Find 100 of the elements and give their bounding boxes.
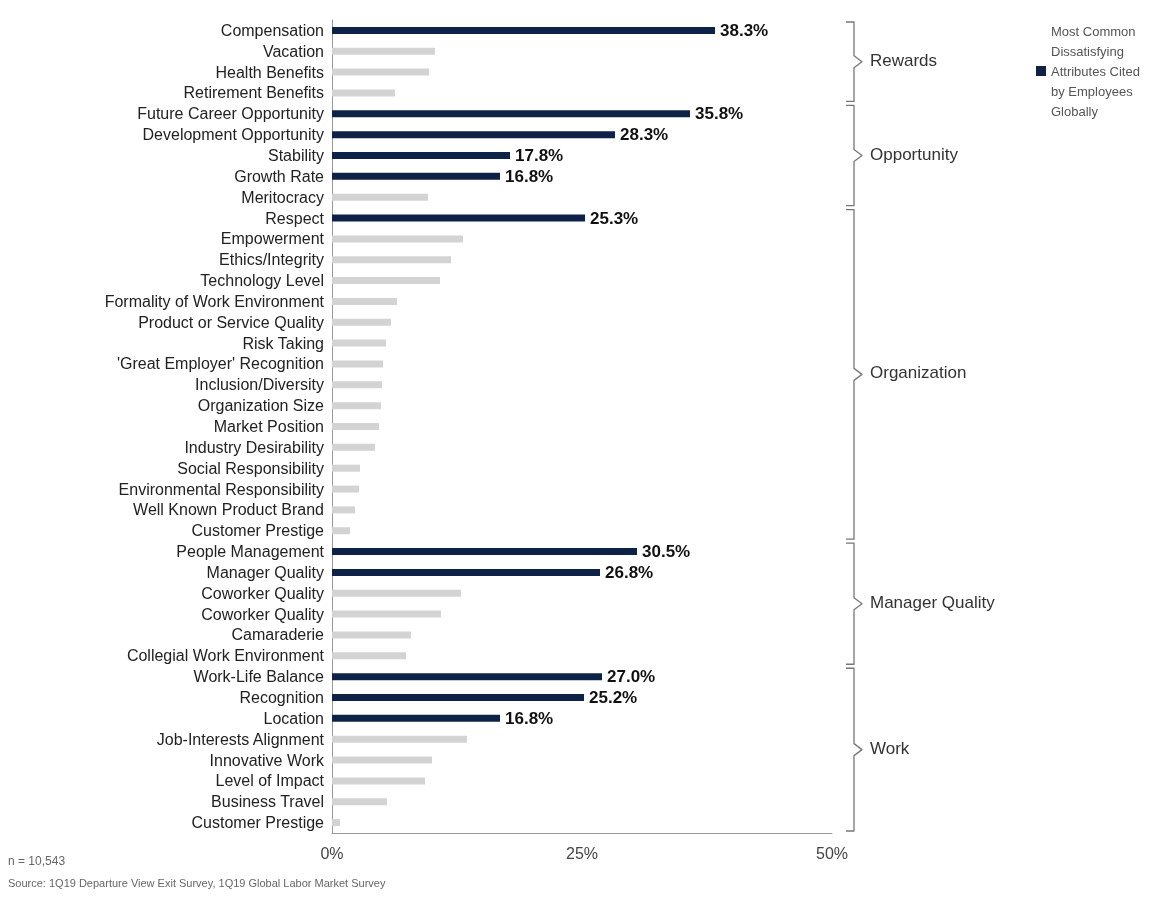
bar bbox=[332, 735, 467, 743]
y-tick-label: Level of Impact bbox=[215, 772, 325, 790]
y-tick-label: Job-Interests Alignment bbox=[156, 730, 325, 748]
data-label: 25.2% bbox=[589, 688, 638, 707]
bar bbox=[332, 235, 463, 243]
bar bbox=[332, 589, 461, 597]
bar bbox=[332, 277, 440, 285]
data-label: 35.8% bbox=[695, 104, 744, 124]
bar bbox=[332, 673, 602, 681]
y-tick-label: Manager Quality bbox=[206, 563, 324, 581]
data-label: 28.3% bbox=[620, 125, 669, 145]
data-label: 38.3% bbox=[720, 20, 769, 40]
bar bbox=[332, 714, 500, 722]
bar bbox=[332, 464, 360, 472]
data-label: 16.8% bbox=[505, 708, 554, 728]
y-tick-label: Compensation bbox=[220, 21, 324, 39]
legend-label: Most Common Dissatisfying Attributes Cited by Employees Globally bbox=[1051, 23, 1144, 119]
bar bbox=[332, 527, 350, 535]
bar bbox=[332, 610, 441, 618]
y-tick-label: Business Travel bbox=[211, 793, 324, 811]
y-tick-label: Vacation bbox=[262, 42, 324, 60]
text: Rewards bbox=[870, 50, 938, 70]
bar bbox=[332, 402, 381, 410]
data-label: 30.5% bbox=[642, 542, 691, 562]
bar bbox=[332, 381, 382, 389]
bar bbox=[332, 193, 428, 201]
y-tick-label: Retirement Benefits bbox=[183, 84, 324, 102]
y-tick-label: Product or Service Quality bbox=[138, 313, 324, 331]
bar bbox=[332, 152, 510, 159]
bar bbox=[332, 89, 395, 97]
bar bbox=[332, 568, 600, 576]
bar bbox=[332, 68, 429, 76]
y-tick-label: Organization Size bbox=[197, 397, 325, 415]
text: n = 10,543 bbox=[8, 854, 66, 868]
source-note: Source: 1Q19 Departure View Exit Survey, 1Q19 Global Labor Market Survey bbox=[8, 876, 386, 889]
bar bbox=[332, 798, 387, 806]
y-tick-label: Respect bbox=[265, 209, 325, 227]
x-tick-label: 0% bbox=[320, 844, 344, 862]
y-tick-label: Growth Rate bbox=[234, 167, 325, 185]
y-tick-label: Environmental Responsibility bbox=[118, 480, 324, 498]
y-tick-label: Innovative Work bbox=[209, 751, 325, 769]
x-tick-label: 25% bbox=[565, 844, 599, 862]
bar bbox=[332, 339, 386, 347]
bar bbox=[332, 214, 585, 222]
bar bbox=[332, 777, 425, 785]
y-tick-label: Customer Prestige bbox=[191, 522, 325, 540]
data-label: 26.8% bbox=[605, 562, 654, 582]
bar bbox=[332, 506, 355, 514]
data-label: 16.8% bbox=[505, 166, 554, 186]
bar bbox=[332, 110, 690, 118]
y-tick-label: Formality of Work Environment bbox=[104, 292, 325, 310]
y-tick-label: Industry Desirability bbox=[184, 438, 324, 456]
y-tick-label: Collegial Work Environment bbox=[126, 647, 325, 665]
y-tick-label: Stability bbox=[267, 147, 324, 164]
y-tick-label: People Management bbox=[176, 543, 325, 561]
x-tick-label: 50% bbox=[815, 844, 849, 862]
y-tick-label: Location bbox=[263, 709, 324, 727]
y-tick-label: Coworker Quality bbox=[201, 584, 324, 602]
data-label: 17.8% bbox=[515, 146, 564, 165]
bar bbox=[332, 652, 406, 660]
y-tick-label: Recognition bbox=[239, 689, 324, 706]
data-label: 27.0% bbox=[607, 667, 656, 687]
bar bbox=[332, 443, 375, 451]
bar bbox=[332, 318, 391, 326]
y-tick-label: Future Career Opportunity bbox=[137, 105, 324, 123]
y-tick-label: Risk Taking bbox=[242, 334, 324, 352]
y-tick-label: Coworker Quality bbox=[201, 605, 324, 623]
bar bbox=[332, 548, 637, 556]
bar bbox=[332, 819, 340, 827]
bar bbox=[332, 485, 359, 493]
bar bbox=[332, 631, 411, 639]
y-tick-label: Camaraderie bbox=[231, 626, 325, 644]
y-tick-label: 'Great Employer' Recognition bbox=[116, 355, 324, 373]
y-tick-label: Empowerment bbox=[220, 230, 325, 248]
bar bbox=[332, 131, 615, 139]
y-tick-label: Market Position bbox=[213, 418, 324, 435]
bar bbox=[332, 423, 379, 430]
y-tick-label: Well Known Product Brand bbox=[133, 501, 324, 519]
bar bbox=[332, 256, 451, 264]
y-tick-label: Technology Level bbox=[200, 272, 324, 290]
bar bbox=[332, 694, 584, 701]
bar bbox=[332, 297, 397, 305]
y-tick-label: Development Opportunity bbox=[142, 126, 324, 144]
text: Manager Quality bbox=[870, 592, 996, 612]
y-tick-label: Ethics/Integrity bbox=[219, 251, 324, 269]
y-tick-label: Customer Prestige bbox=[191, 814, 325, 832]
y-tick-label: Social Responsibility bbox=[177, 459, 324, 477]
y-tick-label: Work-Life Balance bbox=[193, 668, 325, 686]
bar bbox=[332, 360, 383, 368]
bar bbox=[332, 756, 432, 764]
y-tick-label: Health Benefits bbox=[215, 63, 324, 81]
bar bbox=[332, 26, 715, 34]
y-tick-label: Inclusion/Diversity bbox=[195, 376, 324, 394]
text: Organization bbox=[870, 363, 967, 383]
text: Opportunity bbox=[870, 144, 959, 164]
y-tick-label: Meritocracy bbox=[241, 188, 324, 206]
bar bbox=[332, 172, 500, 180]
data-label: 25.3% bbox=[590, 208, 639, 228]
bar bbox=[332, 47, 435, 55]
text: Work bbox=[870, 738, 910, 758]
